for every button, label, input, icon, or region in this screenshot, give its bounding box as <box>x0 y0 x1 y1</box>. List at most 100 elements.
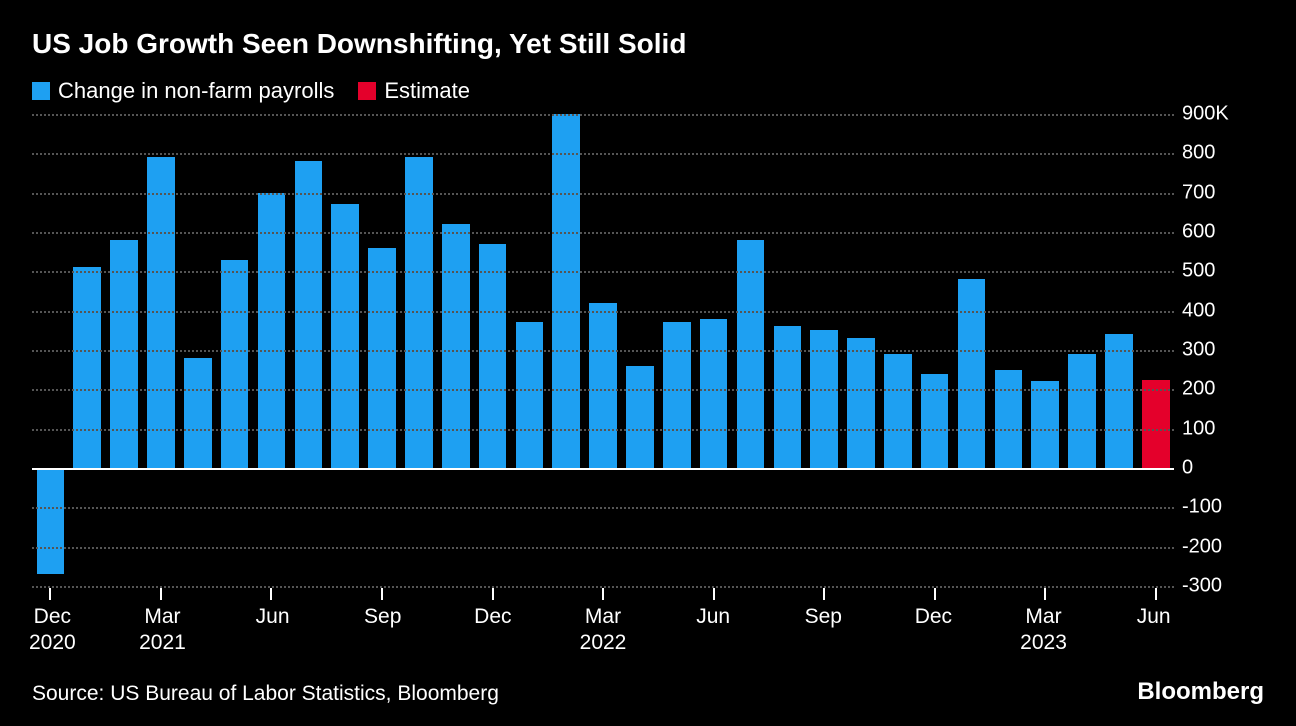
bar-actual <box>221 260 249 468</box>
x-tick <box>1044 588 1046 600</box>
x-tick-label: Jun <box>1137 604 1171 630</box>
y-tick-label: -100 <box>1182 496 1222 519</box>
y-tick-label: 200 <box>1182 378 1215 401</box>
bar-actual <box>73 267 101 468</box>
x-tick-slot <box>881 588 914 602</box>
x-tick-slot <box>734 588 767 602</box>
y-axis: 900K8007006005004003002001000-100-200-30… <box>1174 114 1264 586</box>
bar-actual <box>552 114 580 468</box>
x-tick-label: Jun <box>256 604 290 630</box>
y-tick-label: 500 <box>1182 260 1215 283</box>
bar-actual <box>921 374 949 468</box>
legend-label: Change in non-farm payrolls <box>58 78 334 104</box>
x-axis-ticks <box>32 588 1264 602</box>
y-tick-label: 300 <box>1182 339 1215 362</box>
x-tick-slot <box>1139 588 1172 602</box>
x-tick-slot <box>366 588 399 602</box>
legend-label: Estimate <box>384 78 470 104</box>
x-tick <box>49 588 51 600</box>
bar-actual <box>37 468 65 574</box>
bar-actual <box>700 319 728 468</box>
legend-item: Change in non-farm payrolls <box>32 78 334 104</box>
gridline <box>32 547 1174 549</box>
gridline <box>32 114 1174 116</box>
y-tick-label: -300 <box>1182 575 1222 598</box>
baseline <box>32 468 1174 470</box>
legend-swatch <box>358 82 376 100</box>
x-tick <box>823 588 825 600</box>
x-tick-slot <box>329 588 362 602</box>
x-tick <box>602 588 604 600</box>
x-tick-slot <box>292 588 325 602</box>
x-tick-slot <box>845 588 878 602</box>
y-tick-label: -200 <box>1182 535 1222 558</box>
x-tick-slot <box>402 588 435 602</box>
bar-actual <box>995 370 1023 468</box>
x-tick-slot <box>181 588 214 602</box>
brand-logo: Bloomberg <box>1137 678 1264 706</box>
x-tick-slot <box>660 588 693 602</box>
x-tick-label: Mar2022 <box>580 604 627 657</box>
x-tick-slot <box>1029 588 1062 602</box>
chart-title: US Job Growth Seen Downshifting, Yet Sti… <box>32 28 1264 60</box>
gridline <box>32 271 1174 273</box>
x-tick-slot <box>697 588 730 602</box>
x-tick-slot <box>145 588 178 602</box>
x-tick-slot <box>218 588 251 602</box>
gridline <box>32 153 1174 155</box>
y-tick-label: 900K <box>1182 103 1229 126</box>
x-tick-slot <box>513 588 546 602</box>
bar-actual <box>110 240 138 468</box>
bar-actual <box>847 338 875 468</box>
x-tick-label: Jun <box>696 604 730 630</box>
x-tick <box>713 588 715 600</box>
x-tick-slot <box>439 588 472 602</box>
x-tick-slot <box>918 588 951 602</box>
y-tick-label: 600 <box>1182 221 1215 244</box>
gridline <box>32 429 1174 431</box>
x-tick-label: Dec2020 <box>29 604 76 657</box>
bar-estimate <box>1142 380 1170 469</box>
x-tick <box>270 588 272 600</box>
x-tick <box>934 588 936 600</box>
bar-actual <box>884 354 912 468</box>
x-tick-slot <box>1102 588 1135 602</box>
x-tick-slot <box>992 588 1025 602</box>
bar-actual <box>1068 354 1096 468</box>
bar-actual <box>1031 381 1059 468</box>
bar-actual <box>184 358 212 468</box>
bar-actual <box>295 161 323 468</box>
x-tick-slot <box>550 588 583 602</box>
x-tick <box>1155 588 1157 600</box>
x-tick-label: Mar2021 <box>139 604 186 657</box>
x-tick-label: Dec <box>915 604 952 630</box>
y-tick-label: 800 <box>1182 142 1215 165</box>
bar-actual <box>1105 334 1133 468</box>
x-tick-slot <box>255 588 288 602</box>
gridline <box>32 389 1174 391</box>
y-tick-label: 100 <box>1182 417 1215 440</box>
x-tick-slot <box>71 588 104 602</box>
x-tick-slot <box>955 588 988 602</box>
plot-area <box>32 114 1174 586</box>
bar-actual <box>589 303 617 468</box>
y-tick-label: 700 <box>1182 181 1215 204</box>
x-tick <box>492 588 494 600</box>
x-tick-label: Sep <box>364 604 401 630</box>
bar-actual <box>516 322 544 468</box>
bar-actual <box>368 248 396 468</box>
y-tick-label: 400 <box>1182 299 1215 322</box>
bar-actual <box>737 240 765 468</box>
gridline <box>32 311 1174 313</box>
gridline <box>32 350 1174 352</box>
x-tick <box>381 588 383 600</box>
x-tick-slot <box>1066 588 1099 602</box>
legend: Change in non-farm payrolls Estimate <box>32 78 1264 104</box>
bar-actual <box>958 279 986 468</box>
gridline <box>32 232 1174 234</box>
x-tick-slot <box>808 588 841 602</box>
x-tick <box>160 588 162 600</box>
y-tick-label: 0 <box>1182 457 1193 480</box>
bar-actual <box>479 244 507 468</box>
x-tick-label: Mar2023 <box>1020 604 1067 657</box>
